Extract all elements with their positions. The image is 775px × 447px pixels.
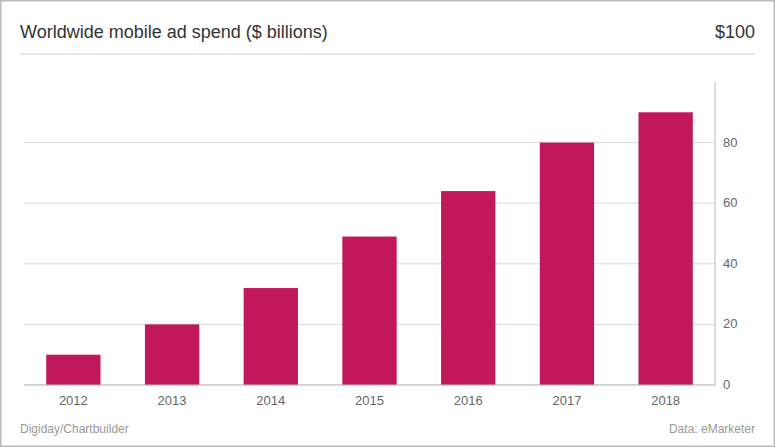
bar: [342, 237, 396, 385]
grid-line: [24, 203, 715, 204]
annotation: Digiday/Chartbuilder: [20, 422, 129, 436]
y-tick-label: 20: [723, 316, 737, 331]
y-tick-label: 80: [723, 135, 737, 150]
annotation: $100: [715, 22, 755, 42]
y-tick-label: 60: [723, 195, 737, 210]
border: [1, 1, 775, 447]
bar: [540, 143, 594, 385]
grid-line: [24, 385, 715, 386]
bar: [145, 324, 199, 385]
x-tick-label: 2015: [355, 393, 384, 408]
bars: [46, 112, 693, 385]
title-separator: [20, 54, 755, 55]
x-tick-label: 2018: [651, 393, 680, 408]
title: Worldwide mobile ad spend ($ billions): [20, 22, 328, 42]
chart-svg: Worldwide mobile ad spend ($ billions) $1…: [0, 0, 775, 447]
y-axis-line: [715, 82, 716, 385]
grid: [24, 143, 715, 385]
x-tick-label: 2014: [256, 393, 285, 408]
bar: [638, 112, 692, 385]
bar: [441, 191, 495, 385]
chart-container: Worldwide mobile ad spend ($ billions) $1…: [0, 0, 775, 447]
bar: [244, 288, 298, 385]
annotation: Data: eMarketer: [669, 422, 755, 436]
y-tick-label: 40: [723, 256, 737, 271]
x-axis-line: [24, 385, 715, 386]
x-tick-label: 2017: [552, 393, 581, 408]
y-tick-label: 0: [723, 377, 730, 392]
x-tick-label: 2012: [59, 393, 88, 408]
x-tick-label: 2016: [454, 393, 483, 408]
grid-line: [24, 142, 715, 143]
bar: [46, 355, 100, 385]
x-tick-label: 2013: [158, 393, 187, 408]
